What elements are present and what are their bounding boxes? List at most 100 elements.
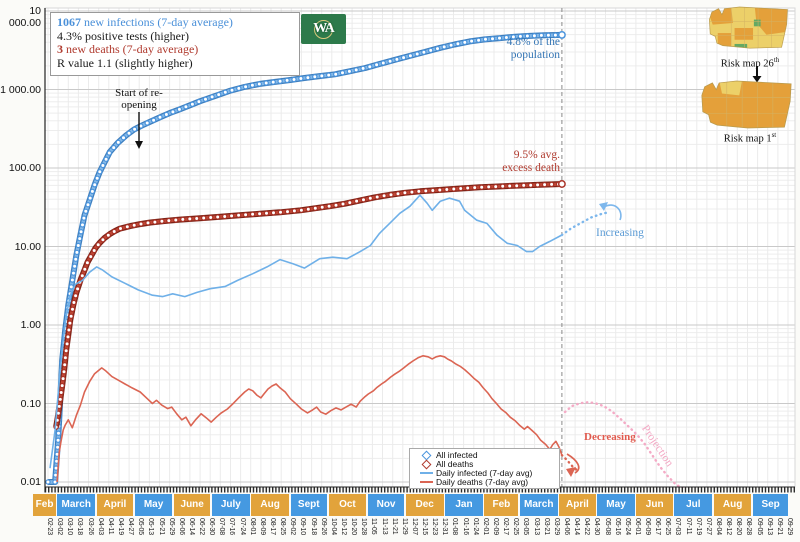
x-date-label: 08-04 <box>715 518 723 535</box>
y-tick-label: 10 000.00 <box>8 5 41 29</box>
series-all-deaths-end-marker <box>557 180 566 188</box>
x-date-label: 09-26 <box>319 518 327 535</box>
x-date-label: 07-03 <box>674 518 682 535</box>
legend: All infected All deaths Daily infected (7-… <box>409 448 560 490</box>
x-date-label: 11-21 <box>390 518 398 535</box>
decreasing-hook-arrow-icon <box>566 453 580 477</box>
x-date-label: 08-28 <box>745 518 753 535</box>
new-infections-value: 1067 <box>57 15 81 29</box>
annotation-increasing: Increasing <box>596 227 644 239</box>
plot-area <box>45 8 795 487</box>
x-date-label: 10-20 <box>350 518 358 535</box>
x-date-label: 02-23 <box>46 518 53 535</box>
month-band-april: April <box>96 494 134 516</box>
y-tick-label: 100.00 <box>8 162 41 174</box>
x-date-label: 07-24 <box>238 518 246 535</box>
x-date-label: 08-09 <box>258 518 266 535</box>
annotation-decreasing: Decreasing <box>584 431 636 443</box>
increasing-hook-arrow-icon <box>599 202 622 221</box>
series-all-deaths-markers <box>53 181 562 430</box>
legend-label: Daily infected (7-day avg) <box>436 468 533 478</box>
x-date-label: 07-19 <box>694 518 702 535</box>
x-date-label: 05-21 <box>157 518 165 535</box>
x-date-label: 06-25 <box>664 518 672 535</box>
x-date-label: 02-17 <box>502 518 510 535</box>
x-date-label: 05-29 <box>167 518 175 535</box>
x-date-label: 06-17 <box>654 518 662 535</box>
r-value-line: R value 1.1 (slightly higher) <box>57 55 193 70</box>
x-date-label: 08-17 <box>269 518 276 535</box>
diamond-marker-icon <box>416 459 436 470</box>
x-date-label: 11-05 <box>370 518 378 535</box>
risk-map-26-label: Risk map 26th <box>720 56 780 70</box>
month-band-aug: Aug <box>251 494 289 516</box>
month-band-march: March <box>519 494 558 516</box>
annotation-excess-death: 9.5% avg. excess death <box>502 149 560 174</box>
x-date-label: 03-02 <box>56 518 64 535</box>
x-date-label: 06-14 <box>187 518 195 535</box>
x-date-label: 08-25 <box>279 518 287 535</box>
y-tick-label: 0.01 <box>20 476 41 488</box>
x-date-label: 04-30 <box>593 518 601 535</box>
summary-info-box: 1067 new infections (7-day average) 4.3%… <box>50 12 300 76</box>
x-date-label: 04-22 <box>583 518 591 535</box>
legend-item-daily-infected-7-day-avg: Daily infected (7-day avg) <box>416 468 559 478</box>
x-date-label: 04-14 <box>573 518 581 535</box>
x-date-label: 01-24 <box>471 518 479 535</box>
month-band-oct: Oct <box>328 494 367 516</box>
month-band-feb: Feb <box>484 494 519 516</box>
x-date-label: 03-21 <box>542 518 550 535</box>
month-band-nov: Nov <box>367 494 405 516</box>
x-date-label: 09-10 <box>299 518 307 535</box>
x-date-label: 06-30 <box>208 518 216 535</box>
x-date-label: 04-03 <box>96 518 104 535</box>
risk-map-26-image <box>709 6 788 49</box>
x-date-label: 04-06 <box>562 518 570 535</box>
series-deaths-projection-arc <box>563 400 684 488</box>
month-band-april: April <box>559 494 596 516</box>
x-date-label: 05-24 <box>623 518 631 535</box>
month-band-aug: Aug <box>713 494 752 516</box>
x-date-label: 04-11 <box>106 518 114 535</box>
y-tick-label: 10.00 <box>14 240 41 253</box>
x-date-label: 04-19 <box>116 518 124 535</box>
month-band-may: May <box>134 494 173 516</box>
y-tick-label: 1.00 <box>20 319 41 331</box>
x-date-label: 07-27 <box>704 518 712 535</box>
month-band-may: May <box>597 494 635 516</box>
x-date-label: 04-27 <box>127 518 135 535</box>
month-band-dec: Dec <box>405 494 444 516</box>
new-infections-line: 1067 new infections (7-day average) <box>57 15 233 29</box>
x-date-label: 02-09 <box>492 518 500 535</box>
x-date-label: 10-04 <box>329 518 337 535</box>
legend-label: All deaths <box>436 459 474 470</box>
x-date-label: 03-26 <box>86 518 94 535</box>
x-date-label: 10-12 <box>339 518 347 535</box>
x-date-label: 07-16 <box>228 518 236 535</box>
x-axis-tick-strip <box>45 487 795 493</box>
month-band-jun: Jun <box>636 494 673 516</box>
month-band-july: July <box>211 494 250 516</box>
new-deaths-line: 3 new deaths (7-day average) <box>57 42 199 56</box>
series-layer <box>45 30 684 488</box>
month-band-sept: Sept <box>290 494 328 516</box>
x-date-label: 06-06 <box>177 518 185 535</box>
x-date-label: 12-15 <box>421 518 429 535</box>
x-date-label: 05-05 <box>137 518 145 535</box>
x-date-label: 02-01 <box>481 518 489 535</box>
x-date-label: 06-22 <box>198 518 206 535</box>
x-date-label: 03-13 <box>532 518 540 535</box>
x-date-label: 11-29 <box>400 518 408 535</box>
x-date-label: 03-10 <box>66 518 74 535</box>
line-marker-icon <box>416 471 436 474</box>
y-tick-label: 1 000.00 <box>0 83 41 96</box>
wa-state-logo: WA <box>301 14 346 44</box>
x-date-label: 12-31 <box>441 518 449 535</box>
month-band-sep: Sep <box>753 494 789 516</box>
x-date-label: 03-05 <box>522 518 530 535</box>
x-date-label: 12-07 <box>410 518 418 535</box>
series-daily-infected-7-day-avg <box>49 194 563 469</box>
legend-item-all-deaths: All deaths <box>416 459 559 470</box>
logo-text: WA <box>313 21 335 36</box>
